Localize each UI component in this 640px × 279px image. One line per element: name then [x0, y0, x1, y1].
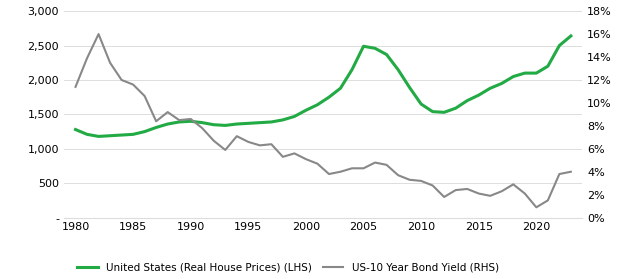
US-10 Year Bond Yield (RHS)	[221, 148, 229, 151]
United States (Real House Prices) (LHS)	[360, 45, 367, 48]
US-10 Year Bond Yield (RHS)	[383, 163, 390, 167]
US-10 Year Bond Yield (RHS)	[337, 170, 344, 174]
United States (Real House Prices) (LHS)	[475, 93, 483, 97]
United States (Real House Prices) (LHS)	[244, 122, 252, 125]
United States (Real House Prices) (LHS)	[371, 47, 379, 50]
Line: US-10 Year Bond Yield (RHS): US-10 Year Bond Yield (RHS)	[76, 34, 571, 207]
US-10 Year Bond Yield (RHS)	[106, 61, 114, 64]
United States (Real House Prices) (LHS)	[429, 110, 436, 113]
United States (Real House Prices) (LHS)	[152, 126, 160, 129]
United States (Real House Prices) (LHS)	[141, 130, 148, 133]
US-10 Year Bond Yield (RHS)	[279, 155, 287, 158]
US-10 Year Bond Yield (RHS)	[486, 194, 494, 198]
US-10 Year Bond Yield (RHS)	[452, 188, 460, 192]
United States (Real House Prices) (LHS)	[106, 134, 114, 137]
United States (Real House Prices) (LHS)	[279, 118, 287, 122]
US-10 Year Bond Yield (RHS)	[175, 119, 183, 122]
United States (Real House Prices) (LHS)	[406, 86, 413, 89]
United States (Real House Prices) (LHS)	[452, 107, 460, 110]
US-10 Year Bond Yield (RHS)	[325, 172, 333, 176]
United States (Real House Prices) (LHS)	[95, 135, 102, 138]
US-10 Year Bond Yield (RHS)	[498, 189, 506, 193]
US-10 Year Bond Yield (RHS)	[544, 199, 552, 202]
United States (Real House Prices) (LHS)	[509, 75, 517, 78]
US-10 Year Bond Yield (RHS)	[417, 179, 425, 182]
United States (Real House Prices) (LHS)	[383, 53, 390, 56]
US-10 Year Bond Yield (RHS)	[521, 192, 529, 195]
US-10 Year Bond Yield (RHS)	[256, 144, 264, 147]
United States (Real House Prices) (LHS)	[567, 34, 575, 38]
United States (Real House Prices) (LHS)	[348, 68, 356, 71]
United States (Real House Prices) (LHS)	[440, 111, 448, 114]
United States (Real House Prices) (LHS)	[532, 71, 540, 75]
US-10 Year Bond Yield (RHS)	[302, 157, 310, 161]
United States (Real House Prices) (LHS)	[291, 115, 298, 118]
US-10 Year Bond Yield (RHS)	[118, 78, 125, 82]
United States (Real House Prices) (LHS)	[256, 121, 264, 124]
United States (Real House Prices) (LHS)	[268, 120, 275, 124]
US-10 Year Bond Yield (RHS)	[371, 161, 379, 164]
United States (Real House Prices) (LHS)	[302, 109, 310, 112]
US-10 Year Bond Yield (RHS)	[141, 94, 148, 98]
US-10 Year Bond Yield (RHS)	[291, 152, 298, 155]
US-10 Year Bond Yield (RHS)	[348, 167, 356, 170]
US-10 Year Bond Yield (RHS)	[567, 170, 575, 174]
United States (Real House Prices) (LHS)	[337, 86, 344, 90]
US-10 Year Bond Yield (RHS)	[72, 85, 79, 88]
United States (Real House Prices) (LHS)	[498, 82, 506, 85]
United States (Real House Prices) (LHS)	[233, 122, 241, 126]
United States (Real House Prices) (LHS)	[175, 120, 183, 124]
US-10 Year Bond Yield (RHS)	[164, 110, 172, 114]
Legend: United States (Real House Prices) (LHS), US-10 Year Bond Yield (RHS): United States (Real House Prices) (LHS),…	[73, 258, 503, 276]
US-10 Year Bond Yield (RHS)	[95, 32, 102, 36]
US-10 Year Bond Yield (RHS)	[152, 120, 160, 123]
United States (Real House Prices) (LHS)	[325, 95, 333, 99]
US-10 Year Bond Yield (RHS)	[244, 140, 252, 144]
US-10 Year Bond Yield (RHS)	[463, 187, 471, 191]
US-10 Year Bond Yield (RHS)	[268, 143, 275, 146]
Line: United States (Real House Prices) (LHS): United States (Real House Prices) (LHS)	[76, 36, 571, 136]
US-10 Year Bond Yield (RHS)	[83, 57, 91, 60]
US-10 Year Bond Yield (RHS)	[556, 172, 563, 176]
US-10 Year Bond Yield (RHS)	[187, 117, 195, 121]
US-10 Year Bond Yield (RHS)	[532, 206, 540, 209]
US-10 Year Bond Yield (RHS)	[314, 162, 321, 165]
United States (Real House Prices) (LHS)	[314, 103, 321, 106]
US-10 Year Bond Yield (RHS)	[129, 83, 137, 86]
United States (Real House Prices) (LHS)	[187, 120, 195, 123]
United States (Real House Prices) (LHS)	[521, 71, 529, 75]
US-10 Year Bond Yield (RHS)	[210, 139, 218, 143]
US-10 Year Bond Yield (RHS)	[233, 134, 241, 138]
United States (Real House Prices) (LHS)	[544, 64, 552, 68]
United States (Real House Prices) (LHS)	[221, 124, 229, 127]
United States (Real House Prices) (LHS)	[164, 122, 172, 126]
United States (Real House Prices) (LHS)	[417, 102, 425, 106]
US-10 Year Bond Yield (RHS)	[360, 167, 367, 170]
US-10 Year Bond Yield (RHS)	[509, 183, 517, 186]
United States (Real House Prices) (LHS)	[556, 44, 563, 47]
United States (Real House Prices) (LHS)	[83, 133, 91, 136]
United States (Real House Prices) (LHS)	[486, 86, 494, 90]
United States (Real House Prices) (LHS)	[463, 99, 471, 102]
US-10 Year Bond Yield (RHS)	[394, 174, 402, 177]
United States (Real House Prices) (LHS)	[394, 68, 402, 71]
US-10 Year Bond Yield (RHS)	[475, 192, 483, 195]
United States (Real House Prices) (LHS)	[210, 123, 218, 126]
US-10 Year Bond Yield (RHS)	[440, 195, 448, 199]
United States (Real House Prices) (LHS)	[198, 121, 206, 124]
US-10 Year Bond Yield (RHS)	[198, 126, 206, 130]
United States (Real House Prices) (LHS)	[118, 133, 125, 137]
United States (Real House Prices) (LHS)	[72, 128, 79, 131]
US-10 Year Bond Yield (RHS)	[406, 178, 413, 181]
US-10 Year Bond Yield (RHS)	[429, 184, 436, 187]
United States (Real House Prices) (LHS)	[129, 133, 137, 136]
